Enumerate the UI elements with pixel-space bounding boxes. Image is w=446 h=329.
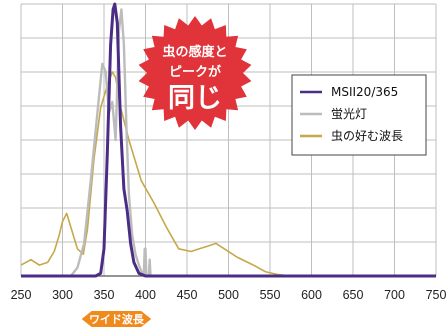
x-tick-label: 300: [52, 288, 73, 302]
starburst-badge: [138, 16, 252, 130]
wide-wavelength-band: ワイド波長: [81, 311, 152, 327]
x-tick-label: 450: [177, 288, 198, 302]
wide-wavelength-arrow: [81, 311, 152, 327]
x-tick-label: 250: [11, 288, 32, 302]
wide-wavelength-label: ワイド波長: [89, 312, 145, 326]
x-tick-label: 550: [260, 288, 281, 302]
callout-line-2: ピークが: [169, 64, 221, 80]
peak-callout: 虫の感度と ピークが 同じ: [138, 16, 252, 130]
legend-label-fluorescent: 蛍光灯: [331, 107, 367, 121]
series-line-fluorescent: [21, 8, 436, 278]
x-tick-label: 700: [384, 288, 405, 302]
callout-line-3: 同じ: [168, 83, 222, 114]
series-layer: [20, 2, 436, 278]
callout-line-1: 虫の感度と: [162, 44, 227, 60]
series-line-msii: [21, 2, 436, 278]
legend-label-msii: MSII20/365: [331, 85, 398, 99]
x-tick-label: 400: [135, 288, 156, 302]
x-tick-label: 650: [343, 288, 364, 302]
x-tick-label: 500: [218, 288, 239, 302]
x-tick-labels: 250 300 350 400 450 500 550 600 650 700 750: [11, 288, 446, 302]
x-tick-label: 600: [301, 288, 322, 302]
legend: MSII20/365 蛍光灯 虫の好む波長: [291, 74, 427, 156]
legend-label-insect: 虫の好む波長: [331, 129, 403, 143]
x-tick-label: 750: [426, 288, 446, 302]
x-tick-label: 350: [94, 288, 115, 302]
